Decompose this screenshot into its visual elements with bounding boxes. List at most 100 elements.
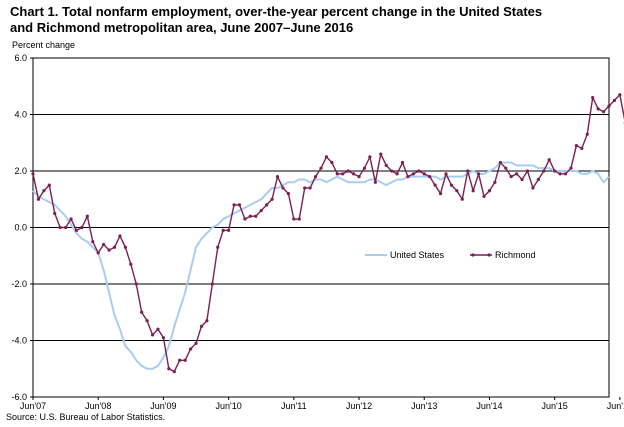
data-point-richmond [319, 166, 323, 170]
y-tick-label: -4.0 [11, 336, 27, 346]
data-point-richmond [112, 245, 117, 249]
data-point-richmond [150, 333, 155, 337]
x-tick-label: Jun'11 [281, 401, 307, 411]
data-point-richmond [379, 152, 383, 156]
data-point-richmond [188, 347, 193, 351]
y-tick-label: 2.0 [14, 166, 27, 176]
data-point-richmond [156, 327, 160, 331]
data-point-richmond [183, 358, 187, 362]
legend: United States Richmond [365, 250, 536, 260]
data-point-richmond [232, 203, 236, 207]
data-point-richmond [373, 180, 377, 184]
chart-title-line-1: Chart 1. Total nonfarm employment, over-… [10, 4, 543, 19]
legend-marker [487, 253, 491, 257]
chart-title-line-2: and Richmond metropolitan area, June 200… [10, 20, 354, 35]
data-point-richmond [433, 183, 437, 187]
data-point-richmond [400, 160, 405, 165]
data-point-richmond [172, 369, 176, 374]
data-point-richmond [553, 169, 557, 173]
data-point-richmond [324, 155, 329, 159]
data-point-richmond [96, 251, 100, 255]
data-point-richmond [85, 214, 89, 218]
data-point-richmond [178, 358, 182, 362]
data-point-richmond [129, 262, 133, 266]
data-point-richmond [265, 203, 269, 207]
data-point-richmond [460, 197, 464, 201]
legend-item-richmond: Richmond [470, 250, 536, 260]
data-point-richmond [531, 186, 535, 190]
source-note: Source: U.S. Bureau of Labor Statistics. [6, 412, 166, 422]
data-point-richmond [205, 319, 209, 323]
x-axis: Jun'07 Jun'08 Jun'09 Jun'10 Jun'11 Jun'12 Jun'… [20, 397, 624, 411]
data-point-richmond [330, 160, 334, 165]
data-point-richmond [161, 336, 166, 340]
data-point-richmond [341, 172, 345, 176]
data-point-richmond [199, 324, 204, 328]
data-point-richmond [476, 172, 481, 176]
gridlines [33, 114, 609, 341]
y-tick-label: -6.0 [11, 392, 27, 402]
plot-area-frame [32, 57, 610, 398]
data-point-richmond [466, 169, 470, 173]
data-point-richmond [569, 166, 573, 170]
data-point-richmond [286, 192, 290, 196]
data-point-richmond [107, 248, 111, 252]
data-point-richmond [254, 214, 258, 218]
chart-title: Chart 1. Total nonfarm employment, over-… [10, 4, 542, 36]
series-line-richmond [32, 94, 624, 373]
data-point-richmond [362, 166, 367, 170]
data-point-richmond [352, 172, 356, 176]
data-point-richmond [357, 175, 361, 179]
data-point-richmond [493, 180, 497, 184]
data-point-richmond [428, 175, 432, 179]
legend-label-richmond: Richmond [495, 250, 536, 260]
data-point-richmond [216, 245, 220, 249]
data-point-richmond [601, 110, 606, 114]
data-point-richmond [64, 225, 68, 230]
data-point-richmond [482, 194, 486, 199]
data-point-richmond [74, 228, 79, 232]
x-tick-label: Jun'13 [411, 401, 437, 411]
data-point-richmond [243, 217, 247, 221]
data-point-richmond [390, 169, 394, 173]
data-point-richmond [618, 93, 622, 97]
data-point-richmond [455, 189, 459, 193]
data-point-richmond [134, 282, 138, 286]
data-point-richmond [123, 245, 127, 249]
data-point-richmond [270, 197, 274, 201]
legend-item-united-states: United States [365, 250, 445, 260]
data-point-richmond [417, 169, 421, 173]
data-point-richmond [487, 189, 492, 193]
data-point-richmond [221, 228, 225, 232]
series-richmond [31, 93, 624, 374]
series-united-states [32, 161, 610, 370]
data-point-richmond [237, 203, 242, 207]
y-axis-title: Percent change [12, 40, 75, 50]
data-point-richmond [58, 225, 62, 230]
data-point-richmond [406, 175, 410, 179]
data-point-richmond [118, 234, 122, 238]
data-point-richmond [335, 172, 339, 176]
data-point-richmond [607, 104, 611, 108]
y-tick-label: 0.0 [14, 223, 27, 233]
data-point-richmond [346, 169, 350, 173]
data-point-richmond [145, 319, 149, 323]
data-point-richmond [411, 172, 415, 176]
data-point-richmond [303, 186, 307, 190]
data-point-richmond [449, 183, 454, 187]
data-point-richmond [368, 155, 372, 159]
data-point-richmond [547, 158, 551, 162]
data-point-richmond [438, 192, 443, 196]
data-point-richmond [31, 172, 35, 176]
data-point-richmond [395, 172, 399, 176]
x-tick-label: Jun'10 [215, 401, 241, 411]
y-tick-label: 6.0 [14, 53, 27, 63]
data-point-richmond [194, 341, 198, 345]
data-point-richmond [313, 175, 318, 179]
data-point-richmond [574, 143, 578, 148]
x-tick-label: Jun'15 [542, 401, 568, 411]
data-point-richmond [91, 240, 95, 244]
y-tick-label: 4.0 [14, 110, 27, 120]
data-point-richmond [275, 175, 280, 179]
series-line-united-states [32, 161, 610, 370]
